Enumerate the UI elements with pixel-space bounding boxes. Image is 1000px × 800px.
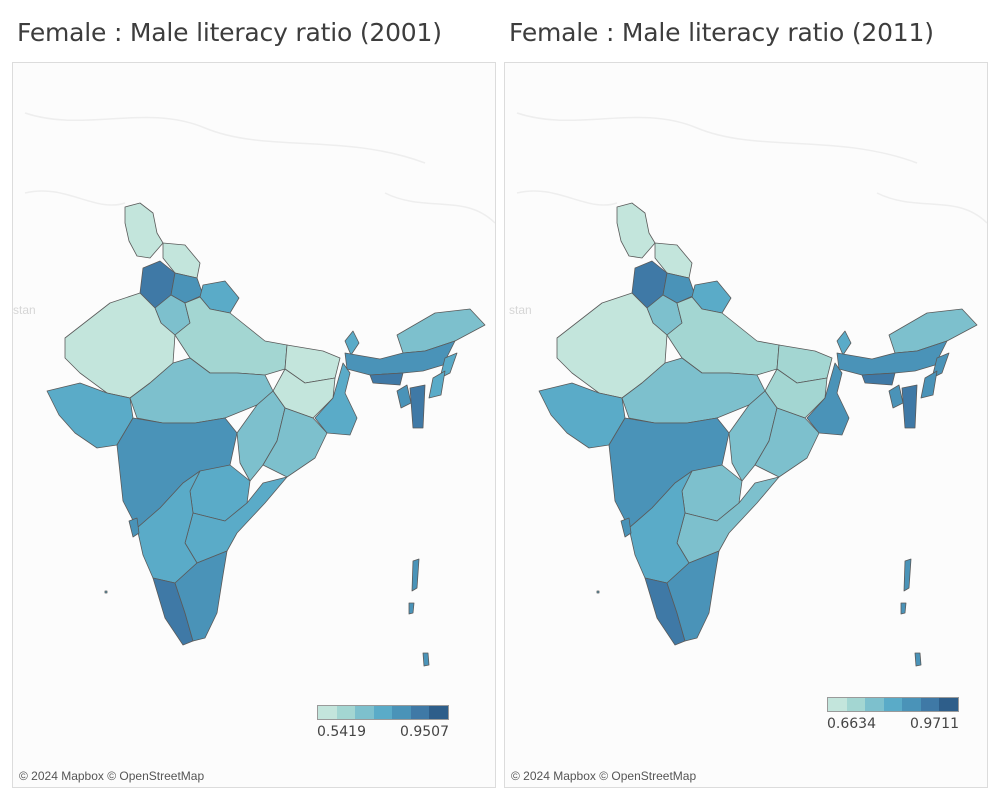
region-andaman[interactable] [408, 558, 430, 667]
map-attribution[interactable]: © 2024 Mapbox © OpenStreetMap [19, 769, 205, 783]
legend-color-ramp [827, 697, 959, 712]
background-borders [516, 112, 987, 224]
color-legend-2011: 0.6634 0.9711 [827, 697, 959, 732]
legend-min-label: 0.5419 [317, 724, 366, 740]
legend-max-label: 0.9711 [910, 716, 959, 732]
region-karnataka[interactable] [628, 470, 693, 584]
region-up[interactable] [174, 296, 288, 376]
region-assam[interactable] [836, 340, 948, 376]
region-assam[interactable] [344, 340, 456, 376]
region-lakshadweep[interactable] [104, 590, 108, 594]
map-title-2001: Female : Male literacy ratio (2001) [17, 18, 442, 47]
map-panel-2001: Female : Male literacy ratio (2001) stan… [8, 0, 500, 800]
map-frame-2001[interactable]: stan 0.5419 0.9507 © 2024 Mapbox © OpenS… [12, 62, 496, 788]
legend-max-label: 0.9507 [400, 724, 449, 740]
region-lakshadweep[interactable] [596, 590, 600, 594]
region-karnataka[interactable] [136, 470, 201, 584]
background-place-label: stan [509, 303, 532, 317]
legend-min-label: 0.6634 [827, 716, 876, 732]
map-panel-2011: Female : Male literacy ratio (2011) stan… [500, 0, 992, 800]
region-sikkim[interactable] [836, 330, 852, 356]
map-frame-2011[interactable]: stan 0.6634 0.9711 © 2024 Mapbox © OpenS… [504, 62, 988, 788]
region-jammu-kashmir[interactable] [124, 202, 164, 259]
map-title-2011: Female : Male literacy ratio (2011) [509, 18, 934, 47]
india-choropleth-2001[interactable] [13, 63, 495, 787]
region-manipur[interactable] [920, 370, 938, 399]
region-odisha[interactable] [754, 407, 820, 478]
legend-color-ramp [317, 705, 449, 720]
region-up[interactable] [666, 296, 780, 376]
color-legend-2001: 0.5419 0.9507 [317, 705, 449, 740]
region-jammu-kashmir[interactable] [616, 202, 656, 259]
background-place-label: stan [13, 303, 36, 317]
region-meghalaya[interactable] [861, 372, 896, 386]
region-odisha[interactable] [262, 407, 328, 478]
region-mizoram[interactable] [901, 384, 918, 429]
region-goa[interactable] [128, 517, 140, 538]
region-tripura[interactable] [396, 384, 412, 409]
region-tripura[interactable] [888, 384, 904, 409]
region-andaman[interactable] [900, 558, 922, 667]
region-tamil-nadu[interactable] [666, 550, 720, 642]
background-borders [24, 112, 495, 224]
map-attribution[interactable]: © 2024 Mapbox © OpenStreetMap [511, 769, 697, 783]
region-goa[interactable] [620, 517, 632, 538]
india-choropleth-2011[interactable] [505, 63, 987, 787]
region-mizoram[interactable] [409, 384, 426, 429]
region-west-bengal[interactable] [314, 362, 358, 436]
region-meghalaya[interactable] [369, 372, 404, 386]
region-tamil-nadu[interactable] [174, 550, 228, 642]
region-west-bengal[interactable] [806, 362, 850, 436]
region-sikkim[interactable] [344, 330, 360, 356]
region-manipur[interactable] [428, 370, 446, 399]
